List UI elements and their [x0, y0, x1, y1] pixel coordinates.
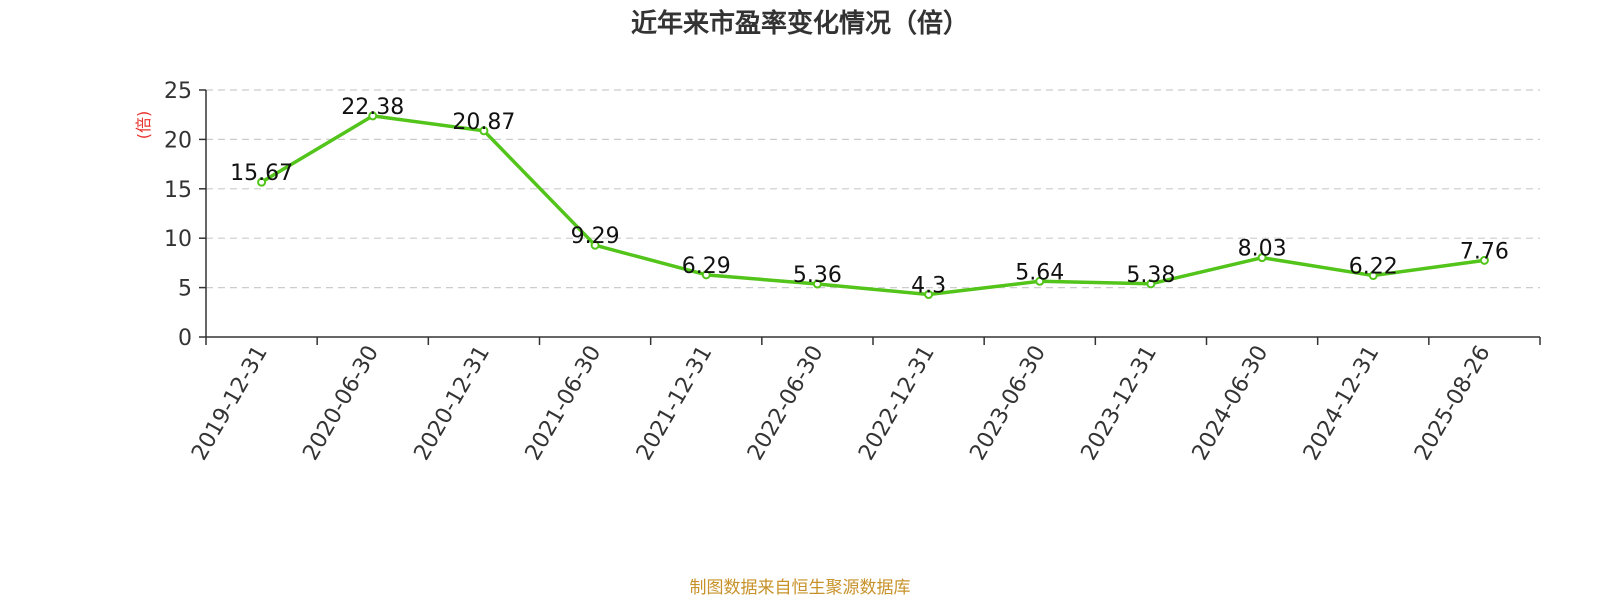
data-label: 15.67	[230, 161, 293, 186]
data-point	[257, 177, 267, 187]
data-point	[1257, 253, 1267, 263]
data-label: 22.38	[341, 95, 404, 120]
series-line	[257, 111, 1489, 300]
y-axis-label: (倍)	[134, 111, 153, 140]
x-tick-label: 2019-12-31	[187, 342, 273, 465]
data-point	[812, 279, 822, 289]
axes	[199, 89, 1541, 345]
x-tick-label: 2025-08-26	[1410, 342, 1496, 465]
y-tick-label: 15	[164, 178, 192, 203]
source-note: 制图数据来自恒生聚源数据库	[690, 578, 911, 598]
x-tick-label: 2021-06-30	[521, 342, 607, 465]
data-point	[1035, 276, 1045, 286]
data-label: 9.29	[571, 224, 620, 249]
data-point	[368, 111, 378, 121]
data-label: 5.64	[1015, 260, 1064, 285]
data-point	[924, 290, 934, 300]
series-line-path	[260, 114, 1485, 297]
y-tick-label: 20	[164, 128, 192, 153]
data-point	[1368, 271, 1378, 281]
y-tick-label: 5	[178, 277, 192, 302]
data-label: 6.29	[682, 254, 731, 279]
y-tick-label: 0	[178, 326, 192, 351]
x-tick-label: 2024-12-31	[1299, 342, 1385, 465]
y-tick-label: 25	[164, 79, 192, 104]
data-point	[1146, 279, 1156, 289]
chart-title: 近年来市盈率变化情况（倍）	[631, 8, 969, 39]
data-label: 7.76	[1460, 239, 1509, 264]
x-tick-label: 2024-06-30	[1188, 342, 1274, 465]
x-tick-label: 2020-12-31	[410, 342, 496, 465]
data-label: 5.38	[1126, 263, 1175, 288]
data-labels: 15.67 22.38 20.87 9.29 6.29 5.36 4.3 5.64 5.38 8.…	[230, 95, 1509, 299]
data-label: 8.03	[1238, 237, 1287, 262]
data-label: 20.87	[452, 110, 515, 135]
x-tick-label: 2023-12-31	[1077, 342, 1163, 465]
x-tick-label: 2022-06-30	[743, 342, 829, 465]
x-tick-label: 2022-12-31	[854, 342, 940, 465]
x-tick-label: 2021-12-31	[632, 342, 718, 465]
data-point	[479, 126, 489, 136]
y-tick-labels: 0 5 10 15 20 25	[164, 79, 192, 351]
data-point	[701, 270, 711, 280]
x-tick-label: 2023-06-30	[965, 342, 1051, 465]
x-tick-label: 2020-06-30	[298, 342, 384, 465]
x-tick-labels: 2019-12-31 2020-06-30 2020-12-31 2021-06-30…	[187, 342, 1495, 465]
data-label: 6.22	[1349, 255, 1398, 280]
data-label: 5.36	[793, 263, 842, 288]
y-tick-label: 10	[164, 227, 192, 252]
data-label: 4.3	[911, 274, 946, 299]
data-point	[1479, 255, 1489, 265]
data-point	[590, 240, 600, 250]
